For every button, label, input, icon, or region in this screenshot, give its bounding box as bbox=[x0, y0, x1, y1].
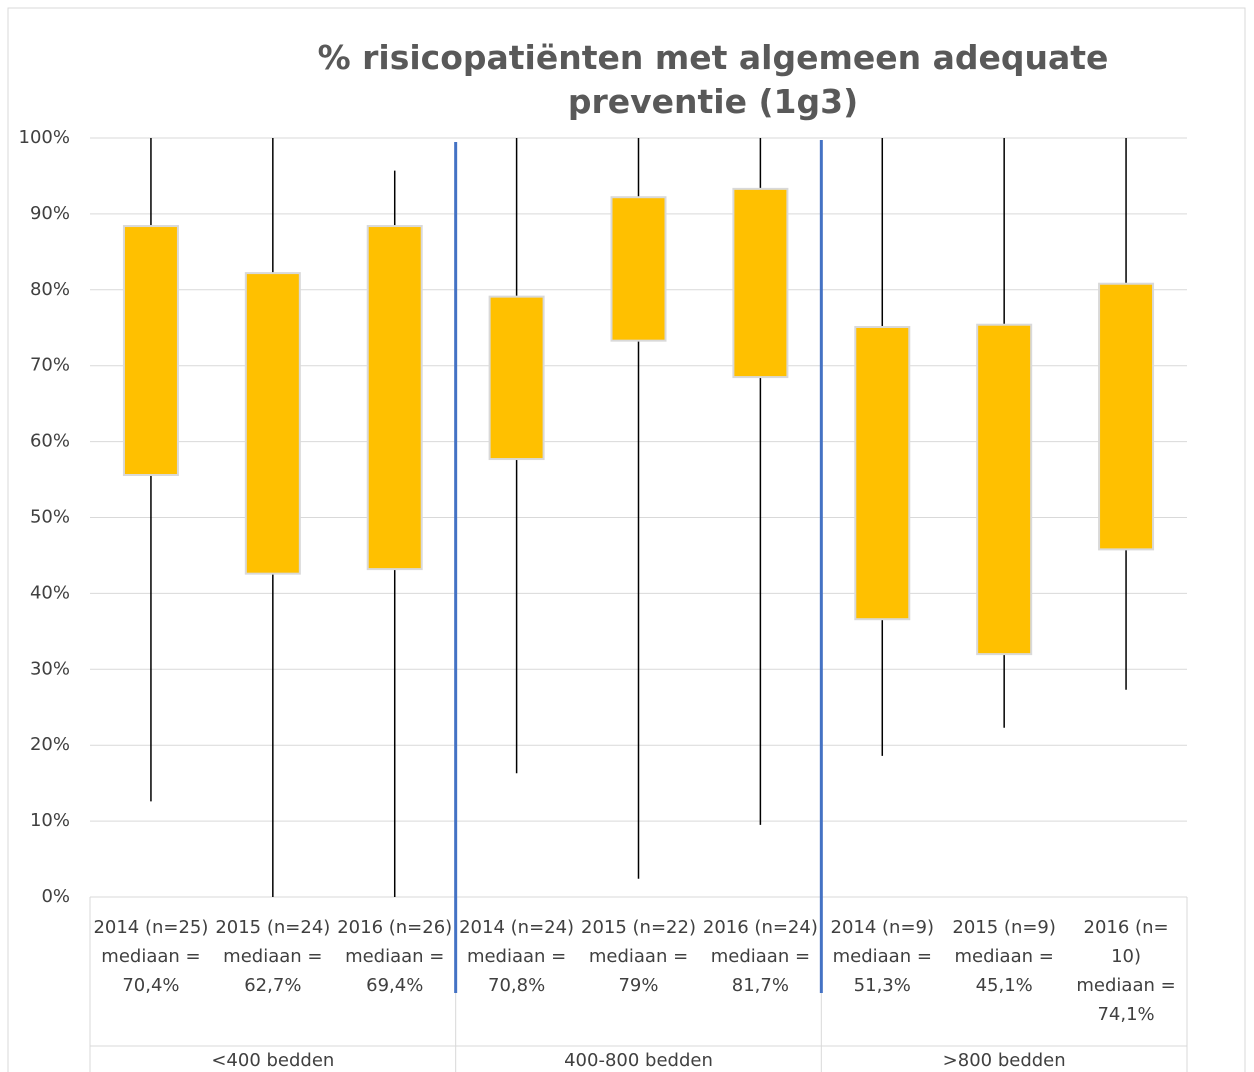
x-tick-label: 79% bbox=[618, 975, 658, 996]
y-tick-label: 20% bbox=[30, 734, 70, 755]
y-tick-label: 0% bbox=[41, 886, 70, 907]
box bbox=[1098, 282, 1155, 551]
x-tick-label: 70,4% bbox=[122, 975, 179, 996]
group-label: <400 bedden bbox=[211, 1050, 334, 1071]
group-label: 400-800 bedden bbox=[564, 1050, 713, 1071]
x-tick-label: 2014 (n=25) bbox=[93, 917, 208, 938]
y-tick-label: 50% bbox=[30, 507, 70, 528]
y-tick-label: 10% bbox=[30, 810, 70, 831]
x-tick-label: mediaan = bbox=[955, 946, 1054, 967]
y-tick-label: 30% bbox=[30, 658, 70, 679]
x-tick-label: 69,4% bbox=[366, 975, 423, 996]
x-tick-label: 2015 (n=9) bbox=[952, 917, 1056, 938]
x-tick-label: mediaan = bbox=[223, 946, 322, 967]
x-tick-label: mediaan = bbox=[345, 946, 444, 967]
x-tick-label: 10) bbox=[1111, 946, 1141, 967]
x-tick-label: 2016 (n=26) bbox=[337, 917, 452, 938]
x-tick-label: 2015 (n=24) bbox=[215, 917, 330, 938]
x-tick-label: mediaan = bbox=[467, 946, 566, 967]
box bbox=[366, 225, 423, 571]
x-tick-label: 2014 (n=9) bbox=[831, 917, 935, 938]
box bbox=[488, 295, 545, 461]
box bbox=[732, 187, 789, 379]
chart-border bbox=[7, 7, 1246, 1072]
box bbox=[854, 325, 911, 621]
x-tick-label: 2014 (n=24) bbox=[459, 917, 574, 938]
y-tick-label: 60% bbox=[30, 431, 70, 452]
box bbox=[976, 323, 1033, 656]
y-tick-label: 90% bbox=[30, 203, 70, 224]
x-tick-label: mediaan = bbox=[101, 946, 200, 967]
x-tick-label: 81,7% bbox=[732, 975, 789, 996]
x-tick-label: mediaan = bbox=[1076, 975, 1175, 996]
x-tick-label: 70,8% bbox=[488, 975, 545, 996]
x-tick-label: mediaan = bbox=[833, 946, 932, 967]
box bbox=[244, 272, 301, 575]
y-tick-label: 100% bbox=[19, 127, 70, 148]
x-tick-label: 2016 (n= bbox=[1084, 917, 1169, 938]
y-tick-label: 40% bbox=[30, 582, 70, 603]
x-tick-label: mediaan = bbox=[711, 946, 810, 967]
x-tick-label: 45,1% bbox=[976, 975, 1033, 996]
x-tick-label: 2016 (n=24) bbox=[703, 917, 818, 938]
x-tick-label: 51,3% bbox=[854, 975, 911, 996]
group-label: >800 bedden bbox=[943, 1050, 1066, 1071]
y-tick-label: 80% bbox=[30, 279, 70, 300]
x-tick-label: 2015 (n=22) bbox=[581, 917, 696, 938]
x-tick-label: 62,7% bbox=[244, 975, 301, 996]
box bbox=[122, 225, 179, 476]
chart-title: % risicopatiënten met algemeen adequate … bbox=[317, 38, 1109, 121]
y-tick-label: 70% bbox=[30, 355, 70, 376]
x-tick-label: 74,1% bbox=[1097, 1004, 1154, 1025]
box bbox=[610, 196, 667, 342]
x-tick-label: mediaan = bbox=[589, 946, 688, 967]
